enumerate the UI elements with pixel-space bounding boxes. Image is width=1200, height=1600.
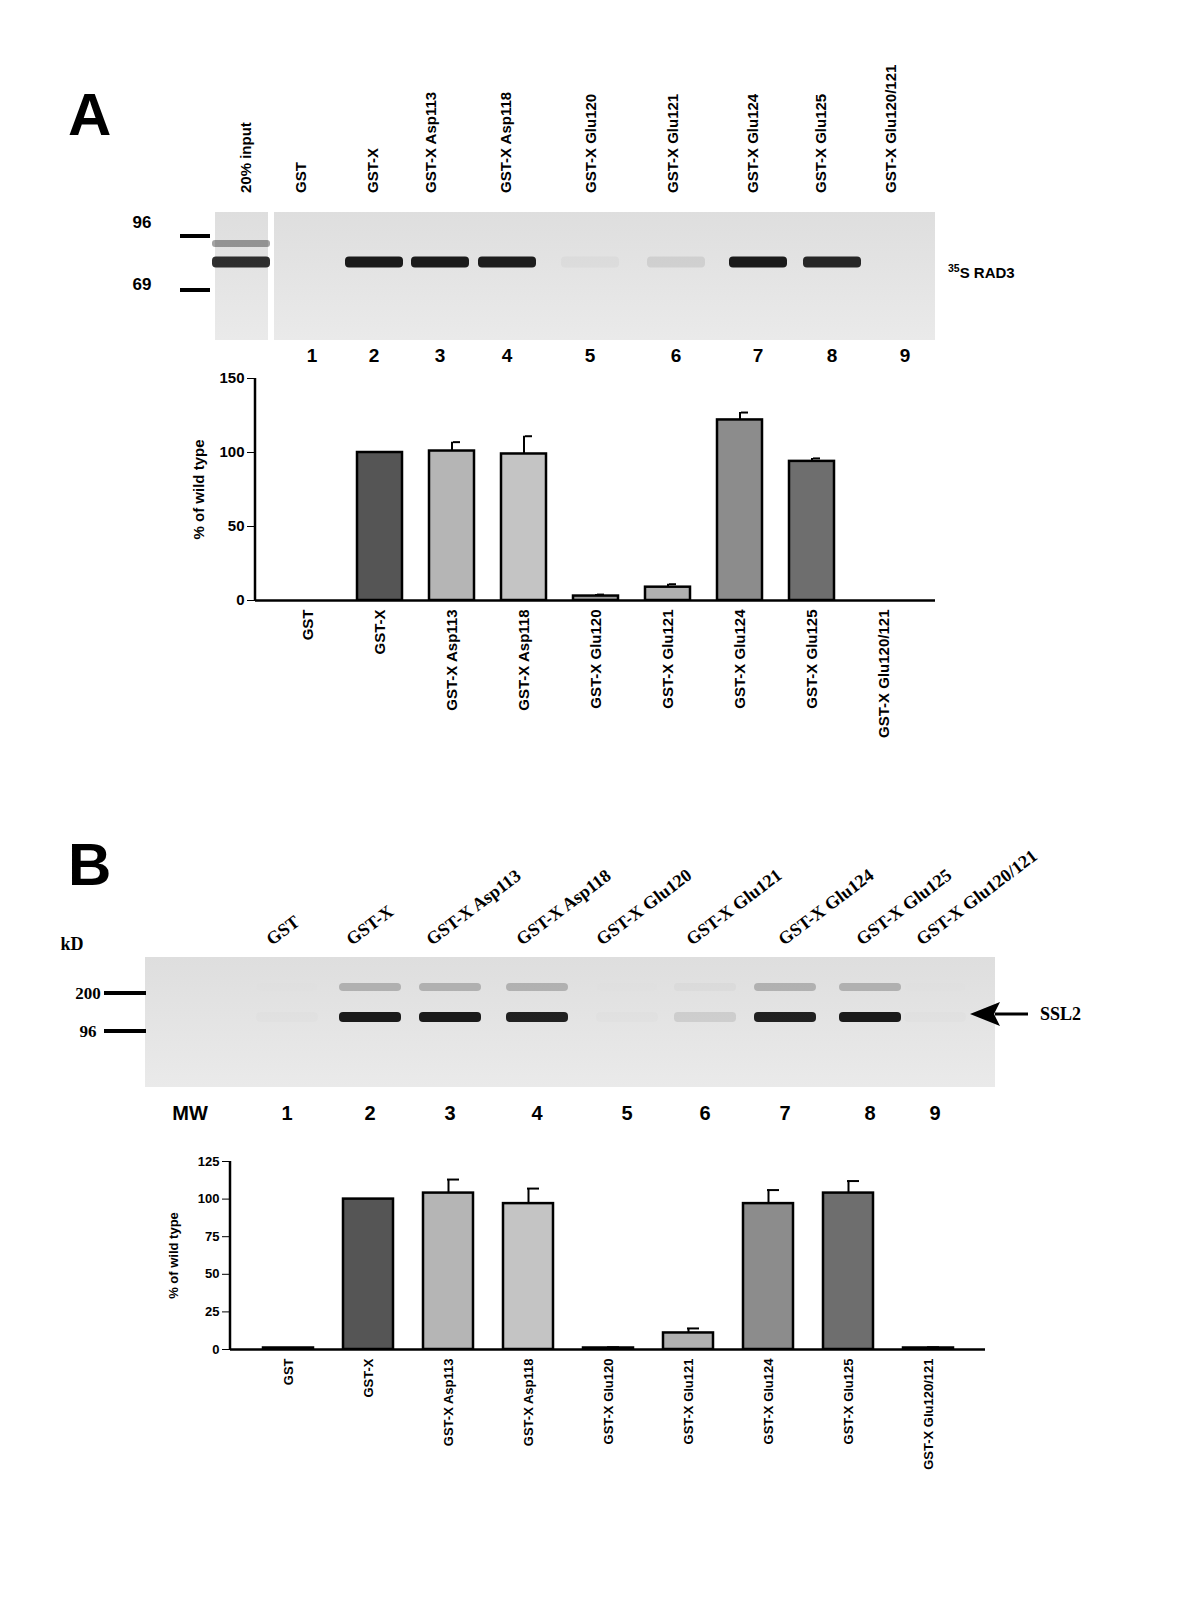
svg-text:0: 0 bbox=[212, 1342, 219, 1357]
svg-text:kD: kD bbox=[60, 934, 83, 954]
svg-text:8: 8 bbox=[864, 1102, 875, 1124]
svg-text:7: 7 bbox=[753, 345, 764, 366]
svg-text:50: 50 bbox=[228, 517, 245, 534]
svg-text:5: 5 bbox=[585, 345, 596, 366]
svg-text:GST-X Glu124: GST-X Glu124 bbox=[774, 864, 878, 950]
svg-text:4: 4 bbox=[502, 345, 513, 366]
svg-text:9: 9 bbox=[929, 1102, 940, 1124]
svg-text:GST-X Glu124: GST-X Glu124 bbox=[761, 1358, 776, 1445]
svg-text:MW: MW bbox=[172, 1102, 208, 1124]
svg-text:96: 96 bbox=[133, 213, 152, 232]
svg-text:2: 2 bbox=[369, 345, 380, 366]
svg-text:1: 1 bbox=[307, 345, 318, 366]
svg-text:150: 150 bbox=[219, 369, 244, 386]
svg-text:20% input: 20% input bbox=[237, 122, 254, 193]
svg-text:GST-X: GST-X bbox=[364, 148, 381, 193]
svg-text:GST-X Glu120/121: GST-X Glu120/121 bbox=[882, 65, 899, 193]
svg-text:GST: GST bbox=[299, 610, 316, 641]
svg-text:B: B bbox=[68, 831, 111, 898]
svg-text:125: 125 bbox=[198, 1154, 220, 1169]
svg-text:3: 3 bbox=[435, 345, 446, 366]
svg-text:GST-X: GST-X bbox=[361, 1358, 376, 1397]
svg-text:3: 3 bbox=[444, 1102, 455, 1124]
svg-text:GST-X Asp118: GST-X Asp118 bbox=[512, 865, 615, 950]
svg-text:GST-X Asp113: GST-X Asp113 bbox=[441, 1359, 456, 1447]
svg-text:GST-X Glu125: GST-X Glu125 bbox=[803, 610, 820, 709]
svg-text:GST-X Glu120/121: GST-X Glu120/121 bbox=[912, 845, 1041, 949]
svg-text:GST-X Glu121: GST-X Glu121 bbox=[682, 865, 785, 950]
svg-text:GST-X Asp118: GST-X Asp118 bbox=[521, 1359, 536, 1447]
svg-text:69: 69 bbox=[133, 275, 152, 294]
svg-text:200: 200 bbox=[75, 984, 101, 1003]
svg-text:GST-X Asp113: GST-X Asp113 bbox=[443, 610, 460, 711]
svg-text:GST-X Glu120: GST-X Glu120 bbox=[601, 1359, 616, 1445]
svg-text:96: 96 bbox=[80, 1022, 97, 1041]
svg-text:GST-X Glu121: GST-X Glu121 bbox=[681, 1359, 696, 1445]
svg-text:GST-X Asp113: GST-X Asp113 bbox=[422, 865, 524, 949]
svg-text:35S RAD3: 35S RAD3 bbox=[948, 262, 1015, 281]
svg-text:GST-X Glu120/121: GST-X Glu120/121 bbox=[921, 1359, 936, 1470]
svg-text:5: 5 bbox=[621, 1102, 632, 1124]
svg-text:GST-X Asp113: GST-X Asp113 bbox=[422, 92, 439, 193]
svg-text:% of wild type: % of wild type bbox=[166, 1212, 181, 1299]
svg-text:GST-X Glu120: GST-X Glu120 bbox=[582, 94, 599, 193]
svg-text:GST: GST bbox=[262, 912, 303, 950]
svg-text:GST-X Asp118: GST-X Asp118 bbox=[515, 610, 532, 711]
svg-text:GST-X Glu120/121: GST-X Glu120/121 bbox=[875, 610, 892, 738]
svg-text:2: 2 bbox=[364, 1102, 375, 1124]
svg-text:GST-X Glu124: GST-X Glu124 bbox=[744, 93, 761, 193]
svg-text:GST-X: GST-X bbox=[371, 610, 388, 655]
svg-text:100: 100 bbox=[219, 443, 244, 460]
svg-text:9: 9 bbox=[900, 345, 911, 366]
svg-text:SSL2: SSL2 bbox=[1040, 1004, 1081, 1024]
svg-text:GST-X Asp118: GST-X Asp118 bbox=[497, 92, 514, 193]
svg-text:100: 100 bbox=[198, 1191, 220, 1206]
svg-text:75: 75 bbox=[205, 1229, 219, 1244]
svg-text:GST-X Glu125: GST-X Glu125 bbox=[841, 1359, 856, 1445]
svg-text:A: A bbox=[68, 81, 111, 148]
svg-text:50: 50 bbox=[205, 1266, 219, 1281]
svg-text:1: 1 bbox=[281, 1102, 292, 1124]
svg-text:4: 4 bbox=[531, 1102, 543, 1124]
svg-text:GST: GST bbox=[292, 162, 309, 193]
svg-text:GST-X Glu124: GST-X Glu124 bbox=[731, 609, 748, 709]
svg-text:GST-X Glu120: GST-X Glu120 bbox=[587, 610, 604, 709]
svg-text:6: 6 bbox=[699, 1102, 710, 1124]
svg-text:GST-X Glu125: GST-X Glu125 bbox=[852, 864, 956, 950]
svg-text:GST-X: GST-X bbox=[342, 901, 397, 949]
svg-text:6: 6 bbox=[671, 345, 682, 366]
svg-text:GST-X Glu125: GST-X Glu125 bbox=[812, 94, 829, 193]
svg-text:GST: GST bbox=[281, 1358, 296, 1385]
svg-text:GST-X Glu121: GST-X Glu121 bbox=[659, 610, 676, 709]
svg-text:GST-X Glu120: GST-X Glu120 bbox=[592, 865, 695, 950]
svg-text:7: 7 bbox=[779, 1102, 790, 1124]
svg-text:GST-X Glu121: GST-X Glu121 bbox=[664, 94, 681, 193]
svg-text:8: 8 bbox=[827, 345, 838, 366]
svg-text:% of wild type: % of wild type bbox=[190, 439, 207, 539]
svg-text:0: 0 bbox=[236, 591, 244, 608]
svg-text:25: 25 bbox=[205, 1304, 219, 1319]
